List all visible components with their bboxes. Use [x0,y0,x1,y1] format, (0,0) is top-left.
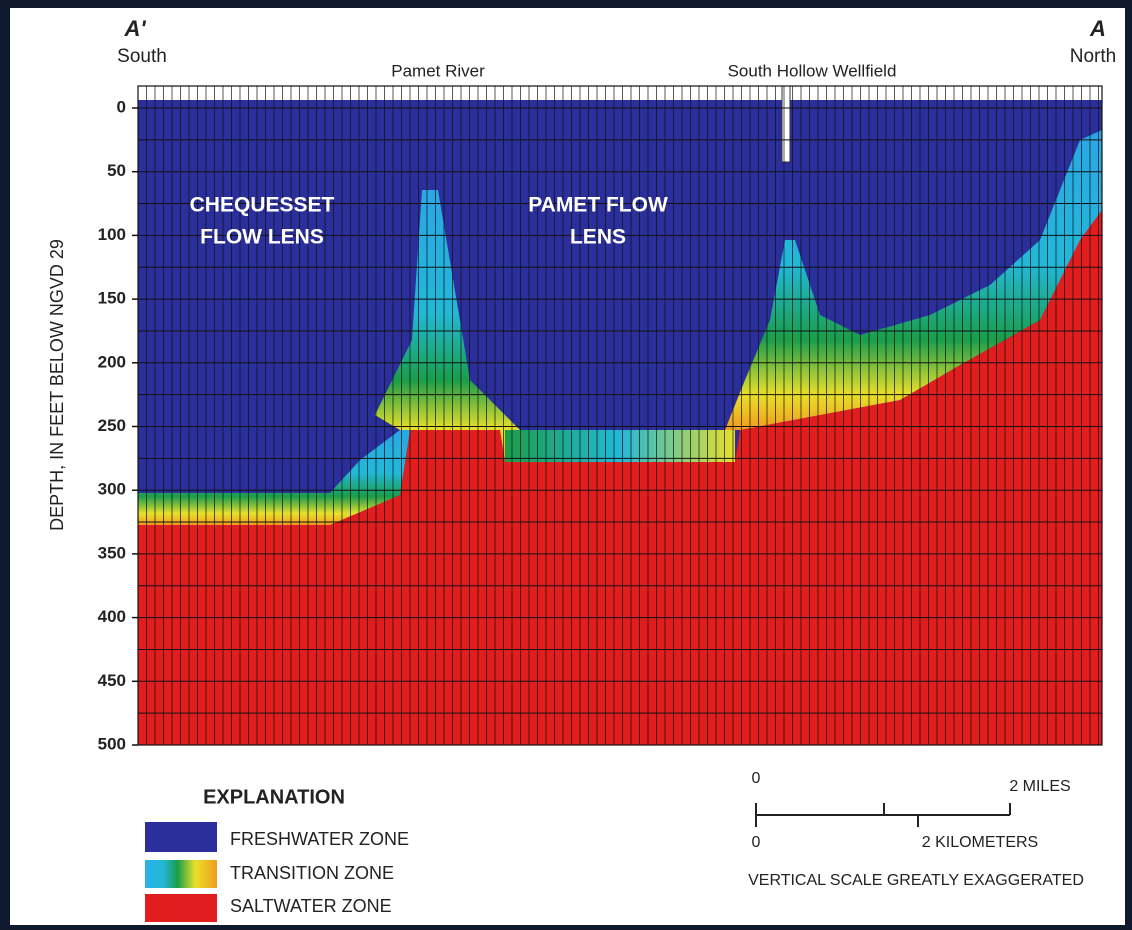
grid [137,85,1103,746]
legend-swatch [145,822,217,852]
scale-label: 0 [752,834,761,851]
y-tick-label: 500 [98,734,126,753]
direction-label: North [1070,46,1116,67]
location-label: South Hollow Wellfield [728,61,897,80]
legend-swatch [145,894,217,922]
surface-row [138,86,1102,100]
y-tick-label: 0 [117,97,126,116]
legend-swatch [145,860,217,888]
y-tick-label: 300 [98,480,126,499]
y-tick-label: 50 [107,161,126,180]
saltwater [138,210,1102,745]
lens-label: FLOW LENS [200,226,324,249]
location-label: Pamet River [391,61,485,80]
y-tick-label: 400 [98,607,126,626]
scale-bar [755,803,1011,827]
y-tick-label: 200 [98,352,126,371]
well [781,85,791,163]
y-tick-label: 350 [98,543,126,562]
lens-label: CHEQUESSET [190,194,335,217]
scale-label: 0 [752,770,761,787]
transition-middle [505,430,735,462]
y-axis-label: DEPTH, IN FEET BELOW NGVD 29 [47,239,67,531]
lens-label: LENS [570,226,626,249]
cross-section [137,85,1103,746]
legend-label: FRESHWATER ZONE [230,829,409,849]
y-tick-label: 250 [98,416,126,435]
scale-label: 2 KILOMETERS [922,834,1038,851]
legend-title: EXPLANATION [203,786,345,808]
scale-label: 2 MILES [1009,778,1070,795]
y-tick-label: 150 [98,289,126,308]
y-tick-label: 100 [98,225,126,244]
lens-label: PAMET FLOW [528,194,668,217]
scale-note: VERTICAL SCALE GREATLY EXAGGERATED [748,872,1084,889]
transition-right [725,130,1102,430]
section-end-label: A [1089,16,1106,41]
legend-label: TRANSITION ZONE [230,863,394,883]
section-frame [137,85,1103,746]
section-end-label: A' [123,16,146,41]
y-tick-label: 450 [98,671,126,690]
legend-label: SALTWATER ZONE [230,896,392,916]
direction-label: South [117,46,167,67]
transition-pamet [375,190,520,462]
